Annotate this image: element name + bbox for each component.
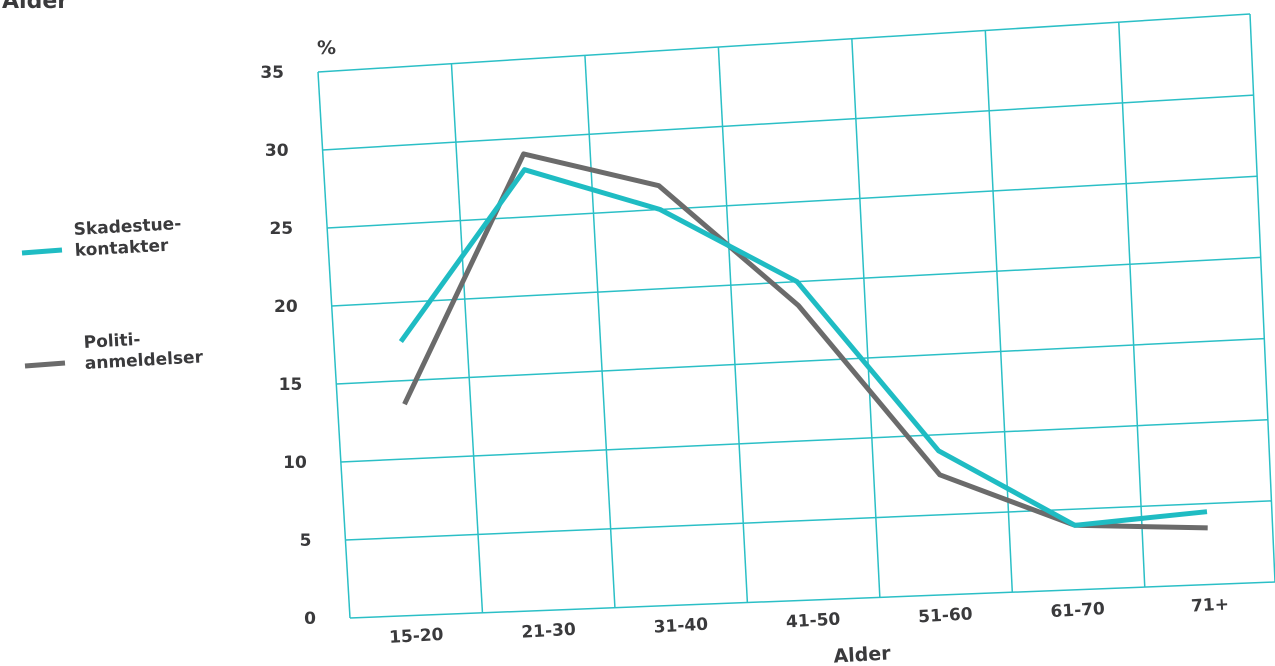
gridline-vertical <box>317 71 351 619</box>
y-tick-label: 25 <box>269 219 293 239</box>
y-tick-label: 5 <box>300 531 312 551</box>
x-axis-ticks: 15-20 21-30 31-40 41-50 51-60 61-70 71+ <box>389 594 1230 647</box>
y-axis-label: % <box>317 37 336 59</box>
y-axis-ticks: 0 5 10 15 20 25 30 35 <box>260 63 316 629</box>
gridline-horizontal <box>317 13 1251 73</box>
series-line-1 <box>402 151 1208 531</box>
gridline-vertical <box>984 30 1014 593</box>
legend: Skadestue-kontakter Politi-anmeldelser <box>21 214 204 374</box>
legend-label-1: Politi-anmeldelser <box>83 326 204 374</box>
x-tick-label: 31-40 <box>653 615 709 638</box>
gridline-horizontal <box>340 418 1268 463</box>
gridline-vertical <box>450 63 484 613</box>
gridline-vertical <box>584 55 616 608</box>
y-tick-label: 10 <box>283 453 307 473</box>
gridline-horizontal <box>336 337 1265 385</box>
y-tick-label: 0 <box>304 609 316 629</box>
x-tick-label: 15-20 <box>389 625 445 648</box>
legend-swatch-1 <box>24 360 66 369</box>
x-tick-label: 41-50 <box>785 609 841 632</box>
gridline-horizontal <box>327 175 1258 229</box>
gridline-horizontal <box>349 581 1275 619</box>
chart-series <box>398 151 1208 531</box>
gridline-vertical <box>1118 22 1146 588</box>
gridline-vertical <box>717 47 749 603</box>
y-tick-label: 35 <box>260 63 284 83</box>
y-tick-label: 15 <box>279 375 303 395</box>
x-tick-label: 71+ <box>1190 594 1229 616</box>
gridline-horizontal <box>322 94 1254 151</box>
series-line-0 <box>398 167 1208 528</box>
x-tick-label: 21-30 <box>521 620 577 643</box>
gridline-vertical <box>1249 13 1275 583</box>
x-axis-label: Alder <box>833 642 892 666</box>
gridline-horizontal <box>345 500 1272 541</box>
x-tick-label: 61-70 <box>1050 599 1106 622</box>
legend-label-line: kontakter <box>74 236 169 261</box>
y-tick-label: 20 <box>274 297 298 317</box>
legend-swatch-0 <box>21 247 63 256</box>
chart-title: Alder <box>2 0 68 14</box>
legend-label-0: Skadestue-kontakter <box>73 214 183 261</box>
legend-label-line: Politi- <box>83 330 141 353</box>
x-tick-label: 51-60 <box>918 604 974 627</box>
y-tick-label: 30 <box>265 141 289 161</box>
gridline-vertical <box>851 38 881 598</box>
